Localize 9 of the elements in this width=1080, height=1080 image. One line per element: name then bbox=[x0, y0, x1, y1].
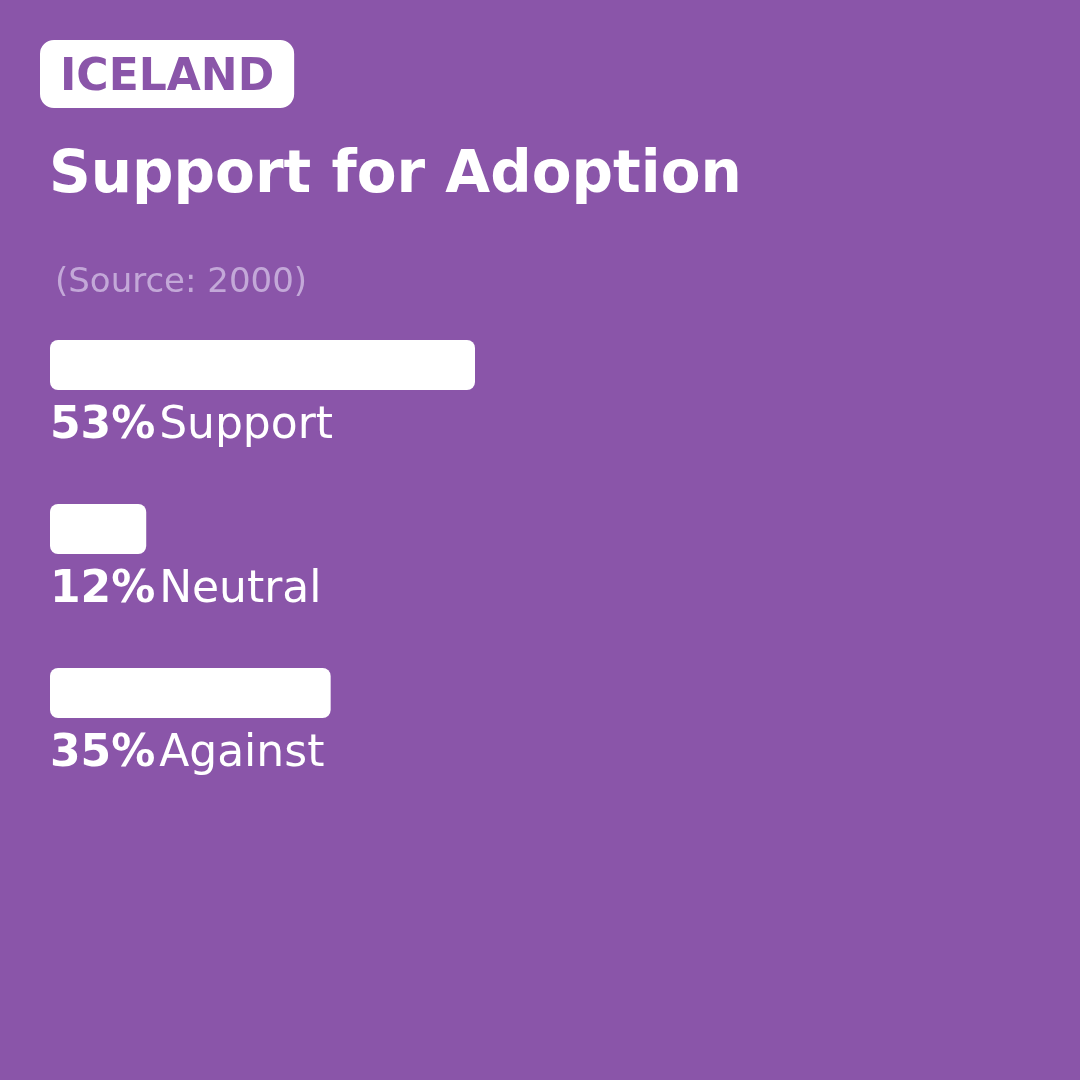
y-tick-label: Support bbox=[159, 396, 334, 448]
chart-title: Support for Adoption bbox=[49, 138, 742, 206]
y-tick-label: Against bbox=[159, 724, 325, 776]
text: (Source: 2000) bbox=[55, 260, 308, 300]
data-label: 53% bbox=[50, 396, 156, 448]
chart-subtitle: ICELAND bbox=[60, 48, 275, 100]
data-label: 35% bbox=[50, 724, 156, 776]
y-tick-label: Neutral bbox=[159, 560, 322, 612]
data-label: 12% bbox=[50, 560, 156, 612]
